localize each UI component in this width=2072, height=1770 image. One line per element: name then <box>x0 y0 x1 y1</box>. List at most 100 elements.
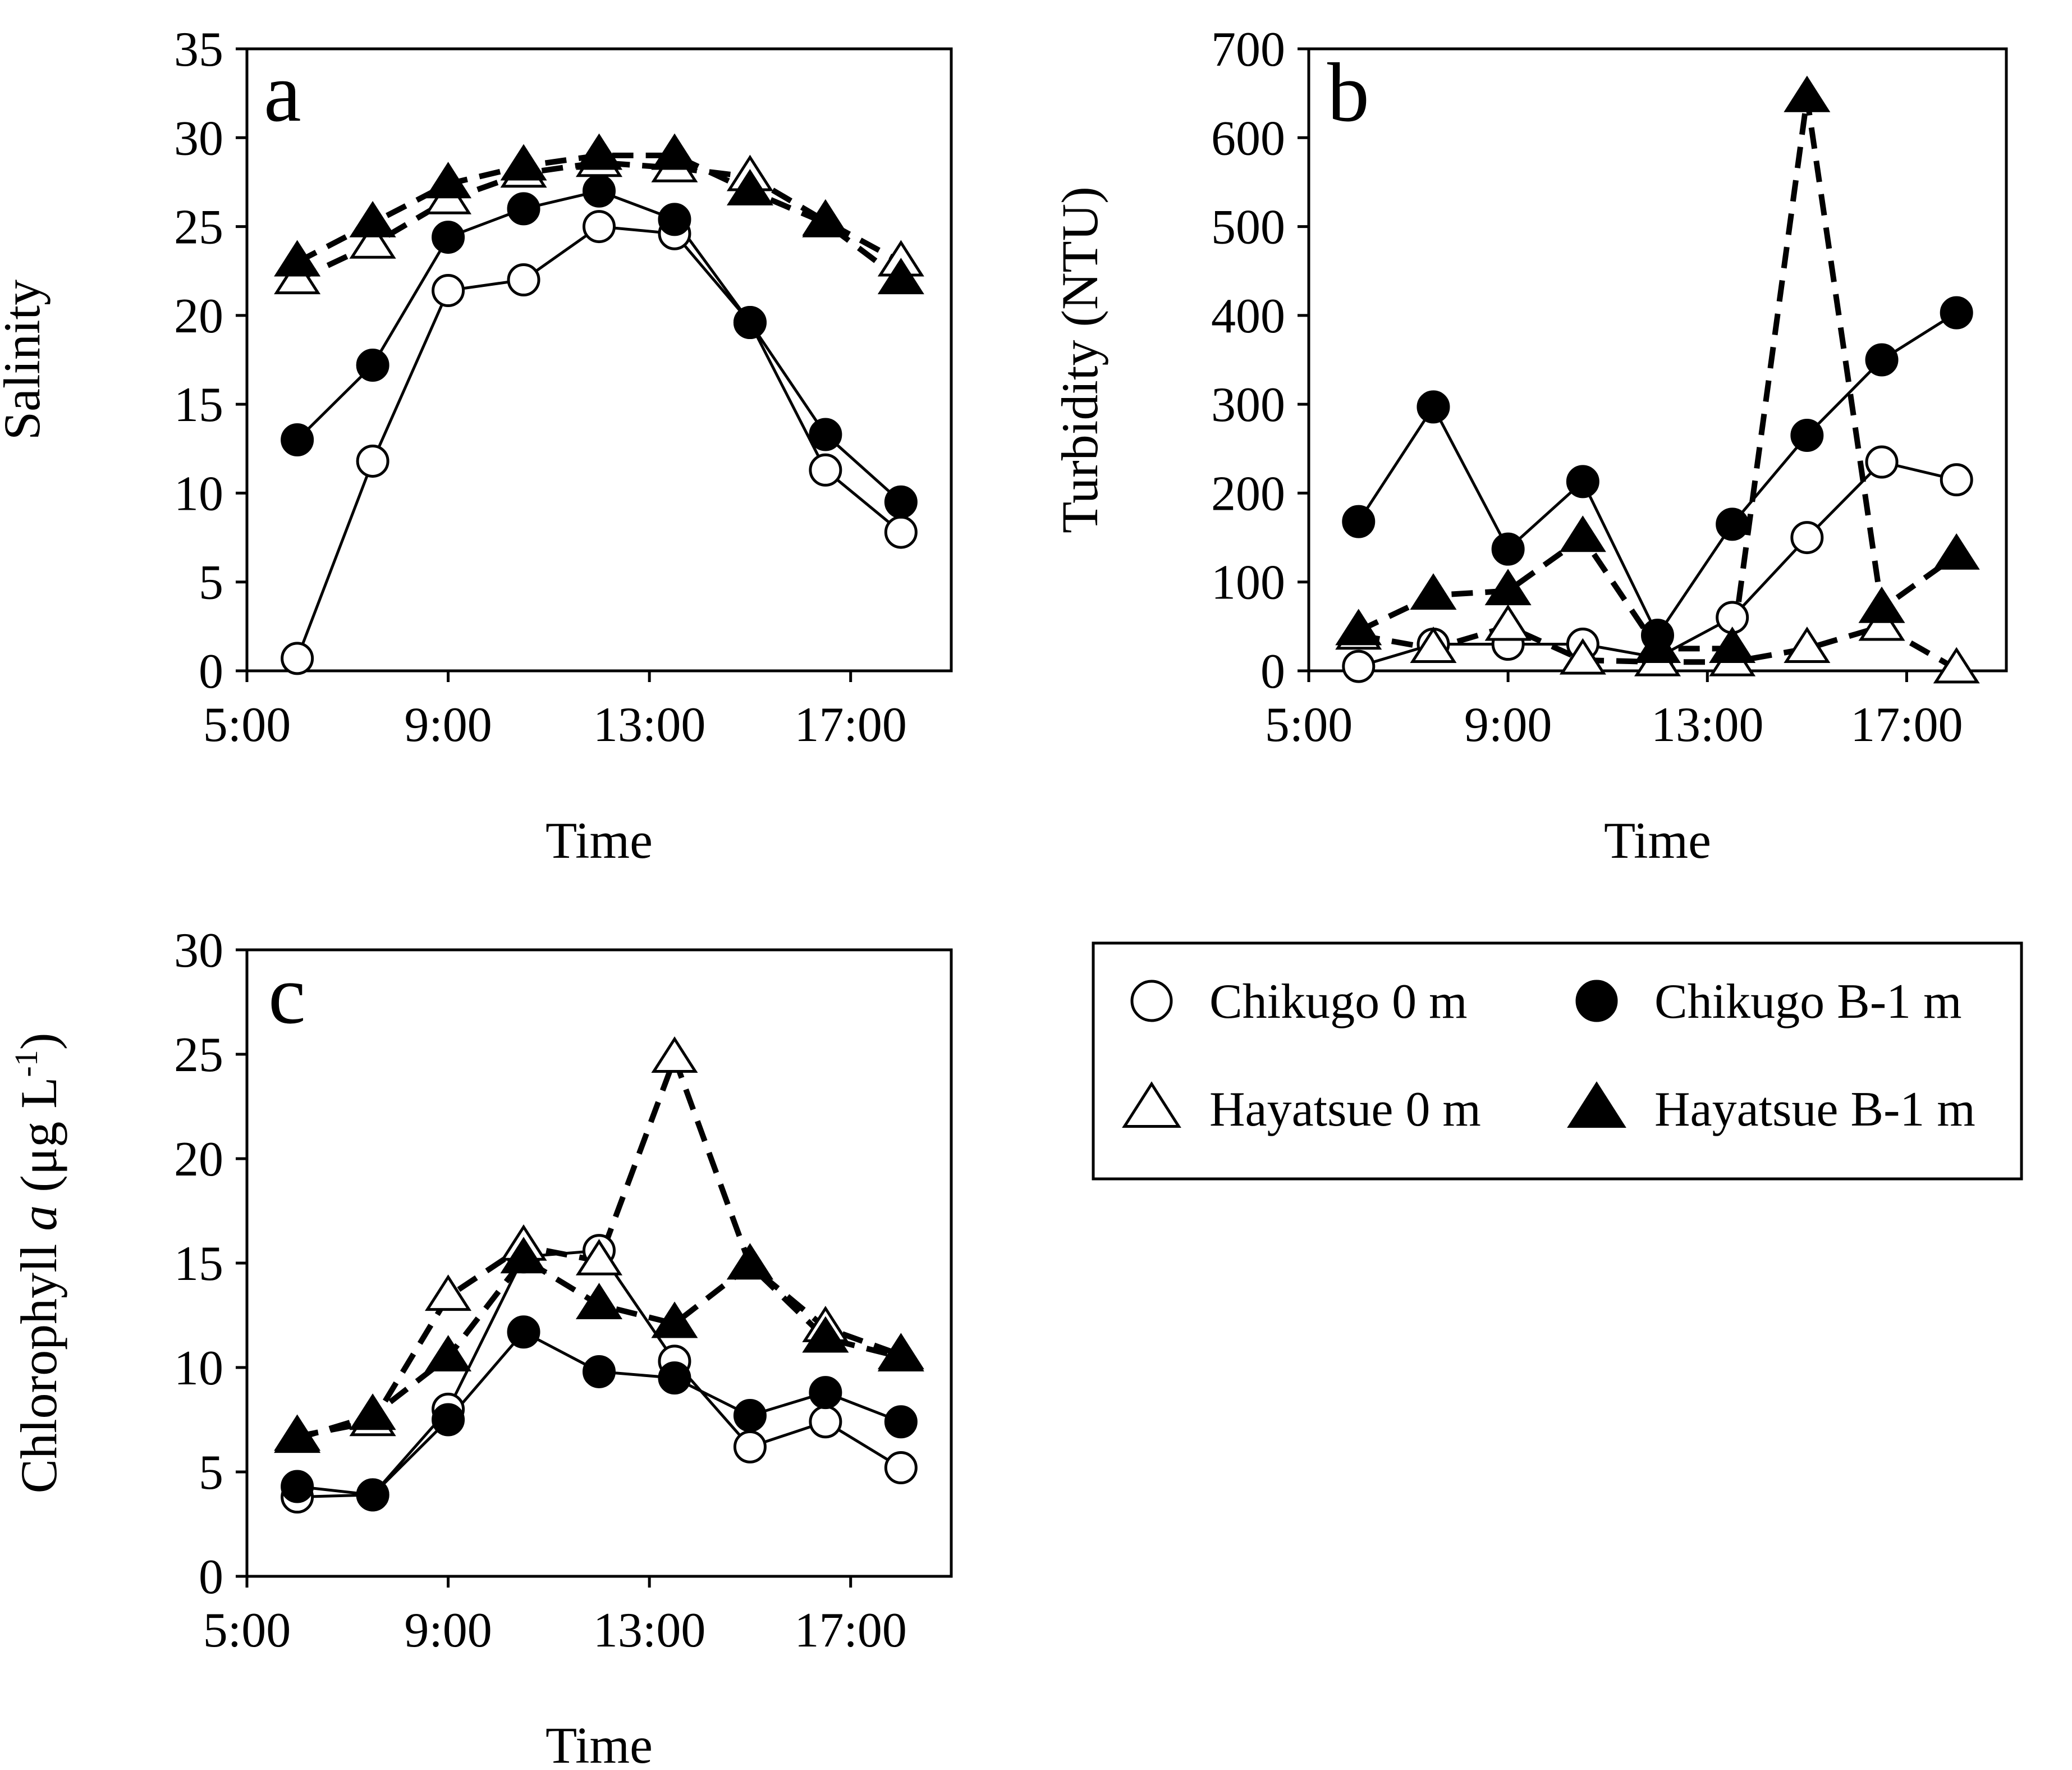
data-point-hy0 <box>1784 626 1831 663</box>
data-point-ch0 <box>809 453 842 487</box>
data-point-ch0 <box>884 1451 918 1485</box>
series-markers-chb <box>281 1315 918 1512</box>
y-axis-title-close: ) <box>10 1033 67 1050</box>
data-point-hyb <box>1784 75 1831 112</box>
data-point-ch0 <box>1342 650 1376 683</box>
data-point-ch0 <box>356 444 389 478</box>
x-axis-title: Time <box>545 812 653 869</box>
legend-items: Chikugo 0 m Chikugo B-1 m Hayatsue 0 m Haya… <box>1122 975 1975 1137</box>
data-point-hyb <box>1484 569 1532 606</box>
data-point-chb <box>356 348 389 382</box>
data-point-chb <box>1716 507 1749 541</box>
x-tick-label: 13:00 <box>593 698 705 752</box>
data-point-chb <box>1566 465 1599 498</box>
x-axis-title: Time <box>545 1717 653 1770</box>
plot-frame <box>245 47 953 673</box>
y-tick-label: 25 <box>174 1028 223 1082</box>
y-axis-title-italic: a <box>10 1205 67 1231</box>
series-line-hy0 <box>296 159 902 283</box>
data-point-ch0 <box>432 274 465 308</box>
legend-item-ch0: Chikugo 0 m <box>1130 975 1468 1029</box>
data-point-hy0 <box>425 1274 472 1311</box>
data-point-hyb <box>274 1416 321 1453</box>
data-point-hy0 <box>575 1238 623 1275</box>
data-point-chb <box>281 1470 314 1503</box>
data-point-hyb <box>274 240 321 277</box>
data-point-ch0 <box>1865 445 1899 479</box>
y-axis-title: Salinity <box>0 280 51 440</box>
y-tick-label: 700 <box>1211 22 1285 77</box>
panel-letter: a <box>264 46 301 139</box>
data-point-chb <box>432 221 465 254</box>
legend: Chikugo 0 m Chikugo B-1 m Hayatsue 0 m Haya… <box>1092 941 2023 1181</box>
y-tick-label: 20 <box>174 1132 223 1187</box>
legend-label: Chikugo 0 m <box>1209 975 1468 1029</box>
data-point-chb <box>809 1376 842 1410</box>
data-point-hy0 <box>1484 604 1532 641</box>
data-point-hyb <box>349 200 396 237</box>
x-axis-title: Time <box>1604 812 1711 869</box>
y-tick-label: 15 <box>174 378 223 432</box>
data-point-chb <box>1417 390 1450 424</box>
data-point-ch0 <box>281 642 314 675</box>
data-point-hyb <box>1709 626 1756 663</box>
y-tick-label: 15 <box>174 1237 223 1291</box>
data-point-chb <box>432 1403 465 1437</box>
chart-panel-c: 0 5 10 15 20 25 30 5:00 9:00 13:00 17:00 Time Chloro… <box>8 923 953 1770</box>
data-point-hyb <box>651 1301 698 1338</box>
y-tick-label: 10 <box>174 1341 223 1396</box>
legend-item-hy0: Hayatsue 0 m <box>1122 1081 1481 1137</box>
data-point-ch0 <box>733 1430 767 1463</box>
legend-marker-triangle-filled <box>1567 1081 1626 1128</box>
chart-panel-b: 0 100 200 300 400 500 600 700 5:00 9:00 13:00 17:00… <box>1051 22 2008 869</box>
data-point-chb <box>658 1361 691 1395</box>
data-point-chb <box>884 1405 918 1439</box>
x-tick-label: 13:00 <box>593 1603 705 1658</box>
data-point-chb <box>1940 296 1973 330</box>
y-tick-label: 300 <box>1211 378 1285 432</box>
y-tick-label: 200 <box>1211 466 1285 521</box>
series-markers-hyb <box>274 1237 924 1453</box>
data-point-ch0 <box>1790 521 1824 555</box>
data-point-chb <box>1342 505 1376 538</box>
y-axis-title: Turbidity (NTU) <box>1051 186 1108 533</box>
data-point-hyb <box>726 168 773 205</box>
data-point-hy0 <box>349 222 396 259</box>
x-tick-label: 17:00 <box>1850 698 1963 752</box>
y-tick-label: 100 <box>1211 556 1285 610</box>
y-tick-label: 500 <box>1211 200 1285 255</box>
data-point-hyb <box>1858 586 1905 623</box>
y-tick-label: 20 <box>174 289 223 344</box>
data-point-chb <box>1491 532 1525 566</box>
panels: 0 5 10 15 20 25 30 35 5:00 9:00 13:00 17:00 Time Sali… <box>0 22 2008 1770</box>
series-markers-hyb <box>1335 75 1980 663</box>
data-point-chb <box>809 418 842 451</box>
data-point-hyb <box>1634 626 1681 663</box>
data-point-hyb <box>1335 609 1382 646</box>
y-tick-label: 0 <box>199 1550 223 1604</box>
data-point-hy0 <box>1559 638 1606 675</box>
legend-label: Hayatsue 0 m <box>1209 1082 1481 1137</box>
legend-marker-circle-filled <box>1575 980 1618 1022</box>
x-tick-label: 13:00 <box>1651 698 1763 752</box>
x-tick-label: 9:00 <box>404 698 492 752</box>
data-point-hyb <box>802 1316 849 1353</box>
data-point-hyb <box>726 1243 773 1280</box>
y-axis-title-text: Chlorophyll <box>10 1231 67 1494</box>
y-tick-label: 5 <box>199 1446 223 1500</box>
series-markers-chb <box>281 174 918 519</box>
data-point-chb <box>507 1315 540 1349</box>
data-point-hyb <box>425 162 472 199</box>
x-tick-label: 9:00 <box>404 1603 492 1658</box>
data-point-chb <box>583 1355 616 1388</box>
legend-marker-circle-open <box>1130 980 1173 1022</box>
data-point-hy0 <box>651 1036 698 1073</box>
x-tick-label: 17:00 <box>794 698 906 752</box>
data-point-chb <box>583 174 616 208</box>
data-point-hyb <box>877 258 924 295</box>
y-tick-label: 30 <box>174 111 223 166</box>
data-point-hyb <box>500 144 547 181</box>
y-tick-label: 5 <box>199 556 223 610</box>
data-point-chb <box>733 306 767 340</box>
